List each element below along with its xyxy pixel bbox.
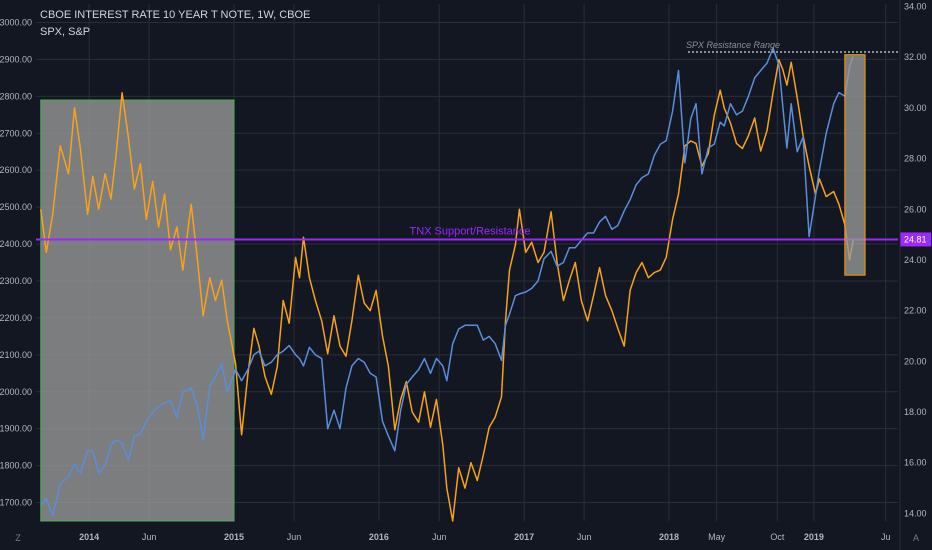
time-axis-tick: Jun	[432, 532, 447, 542]
annotations: TNX Support/Resistance SPX Resistance Ran…	[36, 40, 898, 241]
time-axis-tick: Jun	[577, 532, 592, 542]
left-axis-tick: 2200.00	[0, 313, 32, 323]
left-axis-tick: 1900.00	[0, 424, 32, 434]
left-axis-tick: 3000.00	[0, 17, 32, 27]
right-axis-tick: 30.00	[904, 103, 927, 113]
time-axis-tick: Jun	[142, 532, 157, 542]
right-axis-tick: 16.00	[904, 458, 927, 468]
zoom-icon[interactable]: Z	[15, 533, 21, 543]
left-axis-tick: 1700.00	[0, 498, 32, 508]
left-axis-tick: 1800.00	[0, 461, 32, 471]
time-axis-tick: May	[708, 532, 726, 542]
time-axis-tick: Oct	[770, 532, 785, 542]
last-value-tag	[900, 232, 931, 247]
last-value-label: 24.81	[904, 234, 927, 244]
left-axis-tick: 2500.00	[0, 202, 32, 212]
right-axis-tick: 20.00	[904, 356, 927, 366]
right-axis-tick: 24.00	[904, 255, 927, 265]
chart-legend: CBOE INTEREST RATE 10 YEAR T NOTE, 1W, C…	[40, 7, 310, 41]
legend-spx: SPX, S&P	[40, 26, 91, 38]
right-axis-tick: 22.00	[904, 306, 927, 316]
left-axis-tick: 2800.00	[0, 91, 32, 101]
time-axis-tick: 2017	[514, 532, 534, 542]
right-axis-tick: 28.00	[904, 154, 927, 164]
left-axis-tick: 2100.00	[0, 350, 32, 360]
left-axis-tick: 2400.00	[0, 239, 32, 249]
resistance-range-label: SPX Resistance Range	[686, 40, 780, 50]
series-lines	[40, 47, 854, 522]
auto-scale-icon[interactable]: A	[913, 533, 919, 543]
right-axis-tick: 32.00	[904, 52, 927, 62]
support-resistance-label: TNX Support/Resistance	[409, 225, 530, 237]
right-axis-tick: 14.00	[904, 508, 927, 518]
time-axis-tick: 2019	[804, 532, 824, 542]
right-axis-tick: 26.00	[904, 204, 927, 214]
series-line-tnx	[40, 59, 854, 522]
time-axis-tick: 2015	[224, 532, 244, 542]
left-axis-tick: 2900.00	[0, 54, 32, 64]
time-axis[interactable]: 2014 Jun 2015 Jun 2016 Jun 2017 Jun 2018 May Oct 20…	[15, 532, 919, 543]
right-axis-tick: 34.00	[904, 2, 927, 12]
right-axis-tick: 18.00	[904, 407, 927, 417]
time-axis-tick: 2018	[659, 532, 679, 542]
left-axis-tick: 2600.00	[0, 165, 32, 175]
left-axis-tick: 2300.00	[0, 276, 32, 286]
shaded-box-2019	[844, 54, 866, 276]
left-axis[interactable]: 3000.00 2900.00 2800.00 2700.00 2600.00 2500.…	[0, 17, 32, 507]
series-line-spx	[40, 47, 854, 517]
time-axis-tick: 2016	[369, 532, 389, 542]
time-axis-tick: 2014	[79, 532, 99, 542]
time-axis-tick: Jun	[287, 532, 302, 542]
left-axis-tick: 2700.00	[0, 128, 32, 138]
time-axis-tick: Ju	[881, 532, 891, 542]
right-axis[interactable]: 34.00 32.00 30.00 28.00 26.00 24.00 22.00 20.00…	[899, 0, 931, 550]
legend-tnx: CBOE INTEREST RATE 10 YEAR T NOTE, 1W, C…	[40, 9, 311, 21]
left-axis-tick: 2000.00	[0, 387, 32, 397]
